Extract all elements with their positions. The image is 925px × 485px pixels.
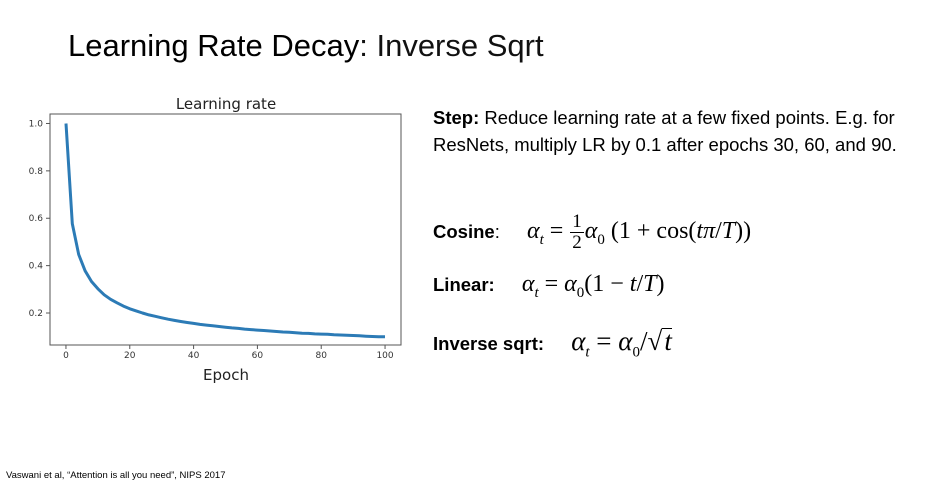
f-sub: t xyxy=(539,231,544,248)
f-close: ) xyxy=(656,271,665,297)
f-pi: π xyxy=(703,218,716,245)
f-T: T xyxy=(721,218,736,245)
x-tick-label: 80 xyxy=(316,351,328,361)
cosine-label: Cosine xyxy=(433,221,495,243)
y-tick-label: 0.8 xyxy=(29,167,44,177)
step-label: Step: xyxy=(433,107,480,128)
f-eq: = xyxy=(543,218,570,245)
f-sub: t xyxy=(534,284,539,301)
f-alpha0: α xyxy=(618,326,633,356)
invsqrt-row: Inverse sqrt: αt = α0/√t xyxy=(433,326,672,361)
f-radical: √ xyxy=(647,326,663,356)
f-sub: t xyxy=(585,344,590,361)
cosine-row: Cosine: αt = 1 2 α0 (1 + cos(tπ/T)) xyxy=(433,212,751,253)
f-alpha: α xyxy=(521,271,535,297)
x-tick-label: 0 xyxy=(63,351,69,361)
linear-label: Linear: xyxy=(433,274,495,295)
linear-formula: αt = α0(1 − t/T) xyxy=(521,271,665,301)
f-slash: / xyxy=(636,271,644,297)
f-sub0: 0 xyxy=(576,284,585,301)
y-tick-label: 0.4 xyxy=(29,262,44,272)
f-alpha: α xyxy=(526,218,540,245)
invsqrt-label: Inverse sqrt: xyxy=(433,333,545,354)
f-alpha0: α xyxy=(564,271,577,297)
f-t: t xyxy=(629,271,637,297)
y-tick-label: 0.6 xyxy=(29,214,44,224)
f-alpha: α xyxy=(571,326,586,356)
title-main: Learning Rate Decay xyxy=(68,28,360,63)
title-sub: : Inverse Sqrt xyxy=(359,28,544,63)
x-axis-label: Epoch xyxy=(203,366,249,384)
f-sub0: 0 xyxy=(632,344,640,361)
lr-series-line xyxy=(64,123,386,339)
invsqrt-formula: αt = α0/√t xyxy=(571,326,672,360)
f-slash: / xyxy=(715,218,722,245)
f-rest: (1 + cos( xyxy=(604,218,697,245)
f-den: 2 xyxy=(572,232,582,253)
x-tick-label: 100 xyxy=(376,351,393,361)
cosine-colon: : xyxy=(494,221,500,243)
citation-footer: Vaswani et al, “Attention is all you nee… xyxy=(6,470,226,481)
f-slash: / xyxy=(639,326,648,356)
f-t: t xyxy=(696,218,704,245)
y-tick-label: 1.0 xyxy=(29,119,44,129)
step-description: Step: Reduce learning rate at a few fixe… xyxy=(433,104,903,158)
f-eq: = xyxy=(589,326,619,356)
f-T: T xyxy=(643,271,657,297)
step-text: Reduce learning rate at a few fixed poin… xyxy=(433,107,897,155)
plot-frame xyxy=(49,113,402,346)
f-t: t xyxy=(662,326,672,356)
y-tick-label: 0.2 xyxy=(29,309,43,319)
learning-rate-chart: Learning rate 0 20 40 60 80 100 0.2 0.4 0.6 0.8 1… xyxy=(29,95,402,384)
f-close: )) xyxy=(735,218,752,245)
slide-title: Learning Rate Decay: Inverse Sqrt xyxy=(68,28,544,64)
x-tick-label: 60 xyxy=(252,351,264,361)
linear-row: Linear: αt = α0(1 − t/T) xyxy=(433,271,665,302)
f-alpha0: α xyxy=(584,218,598,245)
f-sub0: 0 xyxy=(597,231,605,248)
x-tick-label: 40 xyxy=(188,351,200,361)
chart-title: Learning rate xyxy=(176,95,276,113)
f-num: 1 xyxy=(570,211,584,233)
f-eq: = xyxy=(538,271,565,297)
f-open: (1 − xyxy=(584,271,630,297)
cosine-formula: αt = 1 2 α0 (1 + cos(tπ/T)) xyxy=(526,212,752,253)
x-tick-label: 20 xyxy=(124,351,136,361)
